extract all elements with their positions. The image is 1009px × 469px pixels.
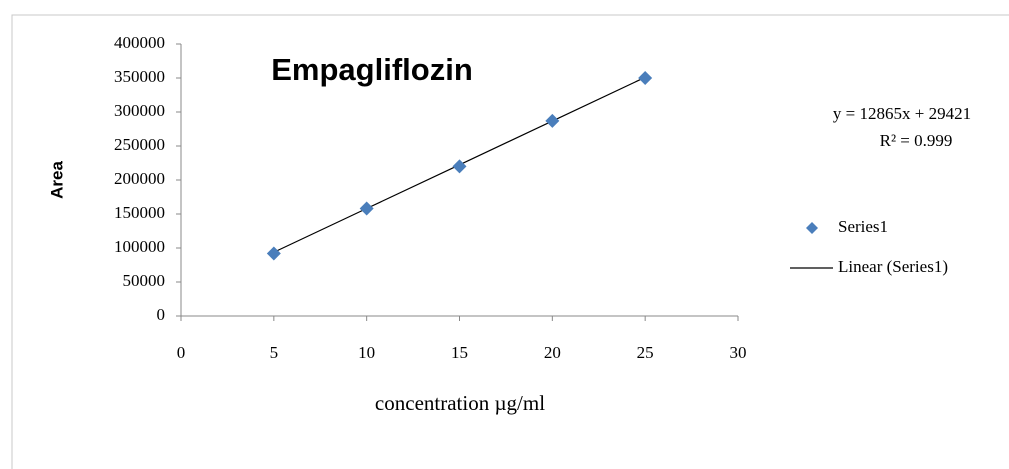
y-tick-label: 250000 xyxy=(114,135,165,154)
equation: y = 12865x + 29421 xyxy=(833,104,971,123)
x-tick-label: 10 xyxy=(358,343,375,362)
y-tick-label: 0 xyxy=(157,305,166,324)
y-tick-label: 400000 xyxy=(114,33,165,52)
x-tick-label: 15 xyxy=(451,343,468,362)
y-tick-label: 200000 xyxy=(114,169,165,188)
x-tick-label: 25 xyxy=(637,343,654,362)
y-tick-label: 50000 xyxy=(123,271,166,290)
y-tick-label: 350000 xyxy=(114,67,165,86)
point xyxy=(359,201,374,216)
chart-title: Empagliflozin xyxy=(271,52,473,87)
x-tick-label: 5 xyxy=(270,343,279,362)
point xyxy=(545,113,560,128)
point xyxy=(638,71,653,85)
x-tick-label: 20 xyxy=(544,343,561,362)
legend-label: Series1 xyxy=(838,217,888,236)
y-axis-label: Area xyxy=(47,161,66,199)
point xyxy=(452,159,467,174)
chart-frame xyxy=(11,14,1009,469)
x-tick-label: 30 xyxy=(730,343,747,362)
y-tick-label: 100000 xyxy=(114,237,165,256)
r-squared: R² = 0.999 xyxy=(880,131,953,150)
legend-marker xyxy=(806,222,818,234)
legend-label: Linear (Series1) xyxy=(838,257,948,276)
y-tick-label: 150000 xyxy=(114,203,165,222)
y-tick-label: 300000 xyxy=(114,101,165,120)
point xyxy=(266,246,281,261)
x-tick-label: 0 xyxy=(177,343,186,362)
x-axis-label: concentration µg/ml xyxy=(375,391,545,415)
